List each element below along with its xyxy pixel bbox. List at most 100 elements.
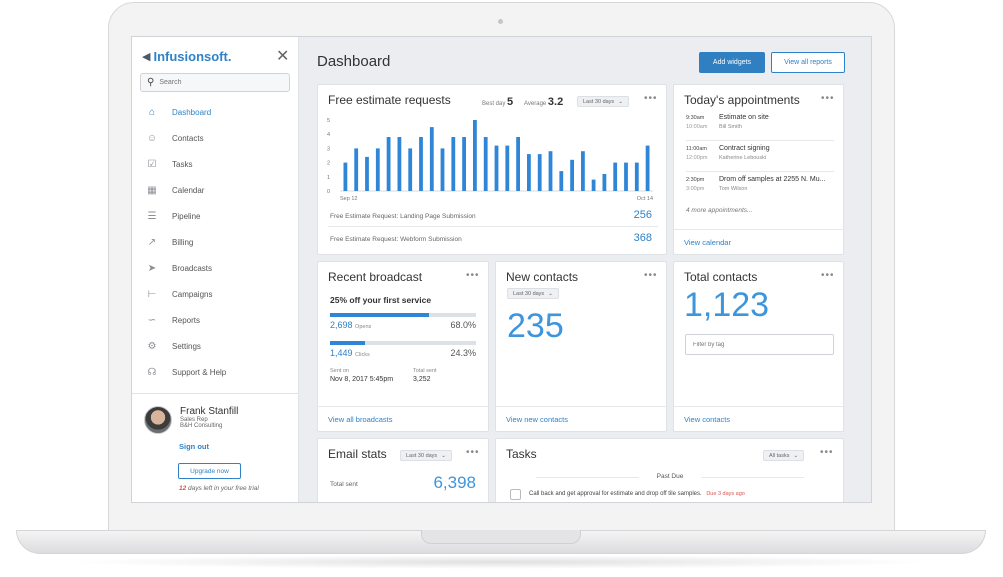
chart-bar[interactable] bbox=[440, 148, 445, 191]
view-all-broadcasts-link[interactable]: View all broadcasts bbox=[328, 415, 393, 424]
task-text: Call back and get approval for estimate … bbox=[529, 491, 702, 497]
sidebar-item-calendar[interactable]: ▦ Calendar bbox=[132, 177, 298, 203]
section-rule-left bbox=[536, 477, 639, 478]
chart-bar[interactable] bbox=[591, 179, 596, 191]
clicks-bar-fill bbox=[330, 341, 366, 345]
date-range-dropdown[interactable]: Last 30 days ⌄ bbox=[400, 450, 452, 461]
more-options-icon[interactable]: ••• bbox=[644, 93, 658, 104]
close-sidebar-icon[interactable]: ✕ bbox=[276, 48, 290, 65]
chart-bar[interactable] bbox=[624, 162, 628, 191]
opens-bar-fill bbox=[330, 313, 430, 317]
sidebar-nav: ⌂ Dashboard ☺ Contacts ☑ Tasks ▦ Calenda… bbox=[132, 99, 298, 385]
date-range-dropdown[interactable]: Last 30 days ⌄ bbox=[507, 288, 559, 299]
chart-bar[interactable] bbox=[516, 137, 520, 191]
task-filter-label: All tasks bbox=[769, 452, 790, 459]
view-all-reports-button[interactable]: View all reports bbox=[771, 52, 845, 73]
total-sent-label: Total sent bbox=[413, 368, 437, 374]
clicks-stat: 1,449 Clicks bbox=[330, 348, 370, 358]
chart-bar[interactable] bbox=[494, 145, 499, 191]
chart-bar[interactable] bbox=[548, 151, 553, 191]
chart-bar[interactable] bbox=[537, 154, 542, 191]
chart-bar[interactable] bbox=[429, 127, 434, 191]
task-checkbox[interactable] bbox=[510, 489, 521, 500]
card-title: Free estimate requests bbox=[328, 93, 451, 107]
task-item[interactable]: Call back and get approval for estimate … bbox=[529, 491, 745, 497]
chart-bar[interactable] bbox=[397, 137, 402, 191]
total-contacts-card: Total contacts ••• 1,123 View contacts bbox=[673, 261, 844, 432]
sidebar-item-settings[interactable]: ⚙ Settings bbox=[132, 333, 298, 359]
appointment-item[interactable]: 11:00am 12:00pm Contract signing Katherine … bbox=[686, 144, 836, 170]
more-options-icon[interactable]: ••• bbox=[821, 93, 835, 104]
user-name: Frank Stanfill bbox=[180, 406, 239, 417]
sidebar-item-reports[interactable]: ∽ Reports bbox=[132, 307, 298, 333]
view-new-contacts-link[interactable]: View new contacts bbox=[506, 415, 568, 424]
more-options-icon[interactable]: ••• bbox=[644, 270, 658, 281]
user-company: B&H Consulting bbox=[180, 423, 223, 429]
opens-value: 2,698 bbox=[330, 320, 353, 330]
avatar[interactable] bbox=[144, 406, 172, 434]
sidebar-item-support[interactable]: ☊ Support & Help bbox=[132, 359, 298, 385]
clicks-label: Clicks bbox=[355, 352, 370, 358]
sidebar-item-label: Dashboard bbox=[172, 107, 212, 117]
best-day-stat: Best day 5 bbox=[482, 96, 513, 108]
estimate-row-label: Free Estimate Request: Landing Page Subm… bbox=[330, 213, 476, 220]
chart-bar[interactable] bbox=[419, 137, 423, 191]
sidebar-item-tasks[interactable]: ☑ Tasks bbox=[132, 151, 298, 177]
add-widgets-button[interactable]: Add widgets bbox=[699, 52, 765, 73]
chart-bar[interactable] bbox=[386, 137, 391, 191]
sidebar-item-broadcasts[interactable]: ➤ Broadcasts bbox=[132, 255, 298, 281]
more-options-icon[interactable]: ••• bbox=[821, 270, 835, 281]
filter-by-tag-input[interactable] bbox=[685, 334, 834, 355]
chart-bar[interactable] bbox=[343, 162, 348, 191]
trial-days: 12 bbox=[179, 485, 187, 492]
chart-bar[interactable] bbox=[602, 174, 607, 191]
chart-bar[interactable] bbox=[375, 148, 380, 191]
average-stat: Average 3.2 bbox=[524, 96, 563, 108]
chart-bar[interactable] bbox=[408, 148, 413, 191]
more-options-icon[interactable]: ••• bbox=[466, 270, 480, 281]
search-field[interactable]: ⚲ bbox=[140, 73, 290, 92]
chart-bar[interactable] bbox=[365, 156, 369, 191]
more-options-icon[interactable]: ••• bbox=[820, 447, 834, 458]
more-options-icon[interactable]: ••• bbox=[466, 447, 480, 458]
upgrade-button[interactable]: Upgrade now bbox=[178, 463, 241, 479]
logo: ◀ Infusionsoft. bbox=[142, 49, 231, 64]
chart-bar[interactable] bbox=[505, 145, 510, 191]
sidebar-item-dashboard[interactable]: ⌂ Dashboard bbox=[132, 99, 298, 125]
appointment-title: Drom off samples at 2255 N. Mu... bbox=[719, 176, 826, 183]
sidebar-item-label: Support & Help bbox=[172, 367, 227, 377]
search-input[interactable] bbox=[159, 79, 280, 86]
chart-bar[interactable] bbox=[527, 154, 531, 191]
sidebar-item-billing[interactable]: ↗ Billing bbox=[132, 229, 298, 255]
chart-bar[interactable] bbox=[354, 148, 359, 191]
chevron-down-icon: ⌄ bbox=[793, 452, 799, 459]
task-filter-dropdown[interactable]: All tasks ⌄ bbox=[763, 450, 805, 461]
chart-bar[interactable] bbox=[634, 162, 639, 191]
average-label: Average bbox=[524, 101, 547, 107]
chart-bar[interactable] bbox=[570, 159, 574, 191]
sidebar-item-pipeline[interactable]: ☰ Pipeline bbox=[132, 203, 298, 229]
page-title: Dashboard bbox=[317, 53, 391, 70]
app-screen: ◀ Infusionsoft. ✕ ⚲ ⌂ Dashboard ☺ Contac… bbox=[131, 36, 872, 503]
chart-bar[interactable] bbox=[451, 137, 456, 191]
chart-bar[interactable] bbox=[559, 171, 564, 191]
date-range-dropdown[interactable]: Last 30 days ⌄ bbox=[577, 96, 629, 107]
x-tick-label-start: Sep 12 bbox=[340, 196, 357, 202]
more-appointments[interactable]: 4 more appointments... bbox=[686, 207, 753, 214]
sign-out-link[interactable]: Sign out bbox=[179, 442, 209, 451]
opens-percent: 68.0% bbox=[450, 320, 476, 330]
appointment-item[interactable]: 9:30am 10:00am Estimate on site Bill Smith bbox=[686, 113, 836, 139]
chart-bar[interactable] bbox=[613, 162, 618, 191]
email-stats-card: Email stats Last 30 days ⌄ ••• Total sen… bbox=[317, 438, 489, 502]
view-calendar-link[interactable]: View calendar bbox=[684, 238, 731, 247]
chart-bar[interactable] bbox=[462, 137, 466, 191]
chart-bar[interactable] bbox=[645, 145, 650, 191]
chart-bar[interactable] bbox=[473, 120, 477, 191]
appointment-item[interactable]: 2:30pm 3:00pm Drom off samples at 2255 N. … bbox=[686, 175, 836, 201]
chart-bar[interactable] bbox=[581, 151, 585, 191]
view-contacts-link[interactable]: View contacts bbox=[684, 415, 731, 424]
sidebar-item-label: Billing bbox=[172, 237, 194, 247]
sidebar-item-contacts[interactable]: ☺ Contacts bbox=[132, 125, 298, 151]
sidebar-item-campaigns[interactable]: ⊢ Campaigns bbox=[132, 281, 298, 307]
chart-bar[interactable] bbox=[483, 137, 488, 191]
